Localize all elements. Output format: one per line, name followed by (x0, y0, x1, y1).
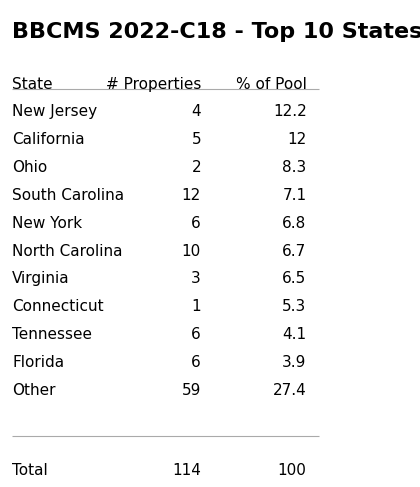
Text: % of Pool: % of Pool (236, 77, 307, 93)
Text: North Carolina: North Carolina (12, 244, 123, 259)
Text: Ohio: Ohio (12, 160, 47, 175)
Text: 12: 12 (182, 187, 201, 203)
Text: State: State (12, 77, 53, 93)
Text: 6.7: 6.7 (282, 244, 307, 259)
Text: 4.1: 4.1 (283, 327, 307, 342)
Text: Total: Total (12, 463, 48, 478)
Text: 3.9: 3.9 (282, 355, 307, 370)
Text: 12.2: 12.2 (273, 104, 307, 119)
Text: 6.5: 6.5 (282, 271, 307, 286)
Text: South Carolina: South Carolina (12, 187, 124, 203)
Text: 6: 6 (191, 216, 201, 230)
Text: Connecticut: Connecticut (12, 300, 104, 314)
Text: 100: 100 (278, 463, 307, 478)
Text: 8.3: 8.3 (282, 160, 307, 175)
Text: 6.8: 6.8 (282, 216, 307, 230)
Text: 2: 2 (192, 160, 201, 175)
Text: New Jersey: New Jersey (12, 104, 97, 119)
Text: 12: 12 (287, 132, 307, 147)
Text: 7.1: 7.1 (283, 187, 307, 203)
Text: 10: 10 (182, 244, 201, 259)
Text: Tennessee: Tennessee (12, 327, 92, 342)
Text: 27.4: 27.4 (273, 383, 307, 398)
Text: 1: 1 (192, 300, 201, 314)
Text: Other: Other (12, 383, 56, 398)
Text: 4: 4 (192, 104, 201, 119)
Text: 6: 6 (191, 327, 201, 342)
Text: BBCMS 2022-C18 - Top 10 States: BBCMS 2022-C18 - Top 10 States (12, 22, 420, 42)
Text: 5.3: 5.3 (282, 300, 307, 314)
Text: 114: 114 (172, 463, 201, 478)
Text: New York: New York (12, 216, 82, 230)
Text: # Properties: # Properties (106, 77, 201, 93)
Text: 6: 6 (191, 355, 201, 370)
Text: 59: 59 (182, 383, 201, 398)
Text: 3: 3 (191, 271, 201, 286)
Text: 5: 5 (192, 132, 201, 147)
Text: Florida: Florida (12, 355, 65, 370)
Text: California: California (12, 132, 85, 147)
Text: Virginia: Virginia (12, 271, 70, 286)
